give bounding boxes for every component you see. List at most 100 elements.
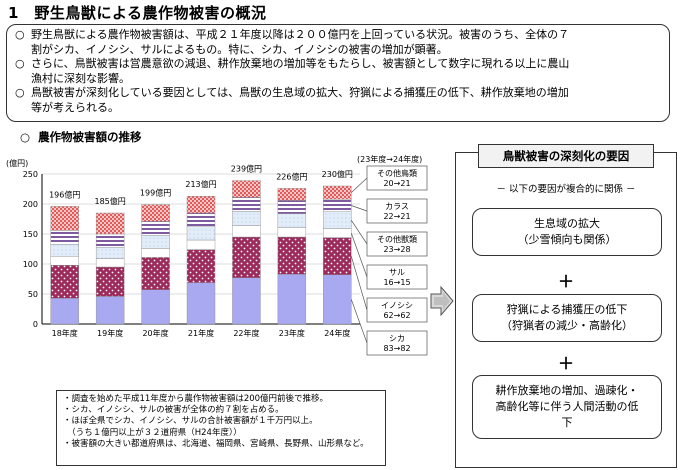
x-tick-label: 21年度 [188, 328, 214, 338]
x-tick-label: 20年度 [142, 328, 168, 338]
summary-text: 野生鳥獣による農作物被害額は、平成２１年度以降は２００億円を上回っている状況。被… [31, 28, 570, 41]
y-tick-label: 100 [23, 260, 38, 269]
legend-leader [351, 177, 368, 193]
summary-text: さらに、鳥獣被害は営農意欲の減退、耕作放棄地の増加等をもたらし、被害額として数字… [31, 57, 570, 70]
bar-segment [323, 274, 352, 325]
damage-chart: (億円) 0 50 100 150 200 250 196億円 18年度 185億円 19年度 199… [6, 154, 428, 356]
bar-segment [50, 243, 79, 257]
y-tick-label: 200 [23, 200, 38, 209]
bar-segment [323, 228, 352, 238]
bar-segment [323, 185, 352, 200]
right-arrow-icon [430, 286, 454, 316]
legend-series-change: 23→28 [383, 245, 410, 254]
bar-segment [141, 204, 170, 222]
y-axis-label: (億円) [6, 158, 28, 168]
plus-icon: ＋ [557, 272, 574, 291]
bar-segment [186, 239, 216, 250]
factor-sublabel: （少雪傾向も関係） [517, 233, 617, 246]
bar-segment [277, 273, 307, 325]
legend-box [366, 198, 428, 224]
bar-segment [277, 236, 307, 275]
factor-sublabel: （狩猟者の減少・高齢化） [501, 319, 633, 332]
note-line: ・調査を始めた平成11年度から農作物被害額は200億円前後で推移。 [63, 394, 329, 404]
bar-segment [323, 211, 352, 229]
x-tick-label: 23年度 [279, 328, 305, 338]
legend-series-name: その他鳥類 [377, 168, 417, 178]
factor-abandoned-farmland: 耕作放棄地の増加、過疎化・ 高齢化等に伴う人間活動の低 下 [472, 375, 662, 439]
circle-bullet: ○ [20, 130, 31, 144]
bar-segment [186, 226, 216, 241]
summary-box: ○ 野生鳥獣による農作物被害額は、平成２１年度以降は２００億円を上回っている状況… [6, 24, 670, 122]
bar-segment [277, 213, 307, 228]
total-label: 196億円 [49, 189, 80, 199]
summary-item: ○ さらに、鳥獣被害は営農意欲の減退、耕作放棄地の増加等をもたらし、被害額として… [15, 57, 661, 86]
plus-icon: ＋ [557, 354, 574, 373]
bar-segment [95, 258, 125, 268]
page-title: 1 野生鳥獣による農作物被害の概況 [8, 4, 267, 22]
x-tick-label: 22年度 [233, 328, 259, 338]
total-label: 226億円 [276, 171, 307, 181]
legend-leader [350, 256, 368, 311]
bar-segment [186, 196, 216, 214]
legend-box [366, 165, 428, 191]
legend-box [366, 264, 428, 290]
legend-header: (23年度→24年度) [357, 154, 422, 164]
legend-series-change: 20→21 [383, 179, 410, 188]
circle-bullet: ○ [15, 57, 25, 70]
legend-series-change: 83→82 [383, 344, 410, 353]
total-label: 199億円 [140, 188, 171, 198]
bar-segment [232, 236, 261, 278]
y-tick-label: 150 [23, 230, 38, 239]
factor-label: 下 [561, 416, 573, 429]
summary-text: 鳥獣被害が深刻化している要因としては、鳥獣の生息域の拡大、狩猟による捕獲圧の低下… [31, 86, 569, 99]
factors-panel: 鳥獣被害の深刻化の要因 － 以下の要因が複合的に関係 － 生息域の拡大 （少雪傾… [455, 144, 677, 468]
bar-segment [95, 266, 125, 297]
summary-text: 漁村に深刻な影響。 [31, 71, 130, 85]
legend-box [366, 231, 428, 257]
factor-label: 狩猟による捕獲圧の低下 [506, 303, 628, 316]
y-tick-label: 250 [23, 170, 38, 179]
bar-segment [232, 277, 261, 325]
bar-segment [186, 282, 216, 325]
bar-segment [50, 255, 79, 266]
bar-segment [50, 297, 79, 325]
bar-segment [232, 180, 261, 198]
legend-box [366, 330, 428, 356]
legend-leader [351, 205, 368, 212]
circle-bullet: ○ [15, 86, 25, 99]
circle-bullet: ○ [15, 28, 25, 41]
bar-segment [50, 230, 79, 245]
bar-segment [50, 264, 79, 299]
legend-box [366, 297, 428, 323]
bar-segment [95, 212, 125, 235]
summary-item: ○ 野生鳥獣による農作物被害額は、平成２１年度以降は２００億円を上回っている状況… [15, 28, 661, 57]
bar-segment [186, 249, 216, 283]
legend-leader [350, 299, 368, 344]
x-tick-label: 18年度 [52, 328, 78, 338]
legend-series-name: イノシシ [381, 301, 413, 310]
y-tick-label: 0 [33, 320, 38, 329]
total-label: 185億円 [95, 196, 126, 206]
summary-item: ○ 鳥獣被害が深刻化している要因としては、鳥獣の生息域の拡大、狩猟による捕獲圧の… [15, 86, 661, 115]
factor-hunting-pressure: 狩猟による捕獲圧の低下 （狩猟者の減少・高齢化） [472, 294, 662, 342]
legend-series-name: その他獣類 [377, 234, 417, 244]
legend-series-change: 16→15 [383, 278, 410, 287]
bar-segment [323, 237, 352, 275]
legend-series-name: シカ [389, 334, 405, 343]
bar-segment [95, 233, 125, 248]
bar-segment [277, 188, 307, 201]
total-label: 213億円 [185, 179, 216, 189]
summary-text: 割がシカ、イノシシ、サルによるもの。特に、シカ、イノシシの被害の増加が顕著。 [31, 42, 448, 56]
legend-leader [350, 232, 368, 278]
bar-segment [141, 234, 170, 249]
x-tick-label: 19年度 [97, 328, 123, 338]
legend-series-change: 62→62 [383, 311, 410, 320]
bar-segment [95, 246, 125, 259]
factor-habitat-expansion: 生息域の拡大 （少雪傾向も関係） [472, 208, 662, 256]
chart-heading: ○ 農作物被害額の推移 [20, 129, 142, 145]
legend-series-name: カラス [385, 202, 409, 211]
panel-title: 鳥獣被害の深刻化の要因 [478, 144, 654, 168]
bar-segment [323, 199, 352, 213]
bar-segment [186, 212, 216, 228]
y-tick-label: 50 [28, 290, 38, 299]
